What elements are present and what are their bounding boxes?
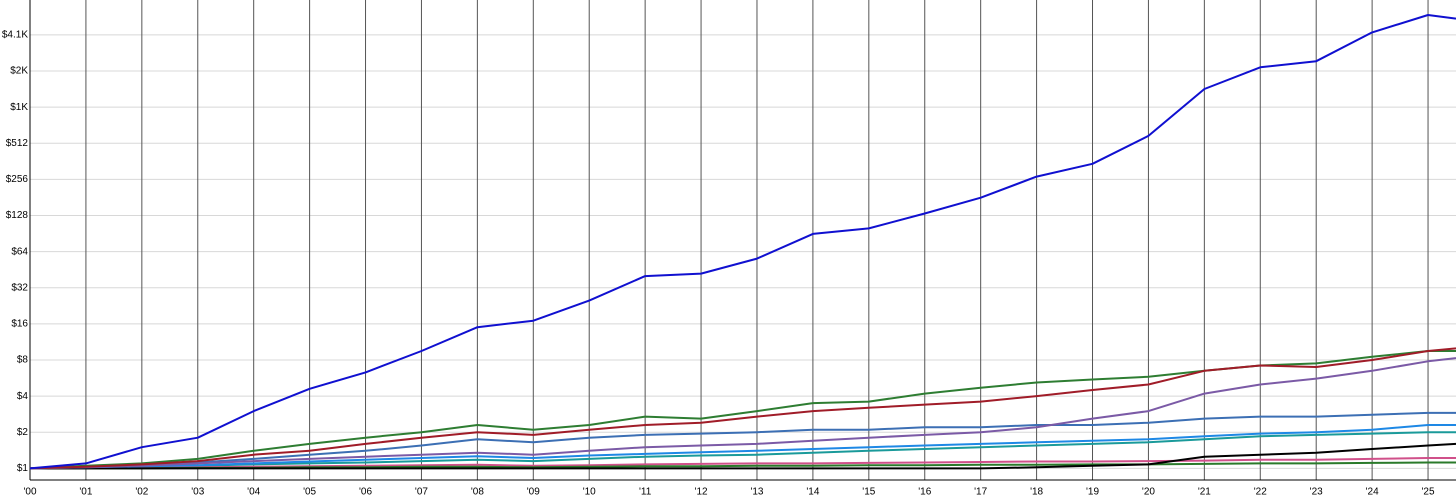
x-tick-label: '19 bbox=[1086, 487, 1099, 498]
x-tick-label: '24 bbox=[1366, 487, 1379, 498]
x-tick-label: '18 bbox=[1030, 487, 1043, 498]
y-tick-label: $64 bbox=[11, 246, 28, 257]
series-line bbox=[29, 347, 1456, 470]
series-line bbox=[30, 457, 1456, 470]
series-line bbox=[29, 424, 1456, 470]
y-tick-label: $4 bbox=[17, 391, 29, 402]
series-line bbox=[29, 411, 1456, 470]
x-tick-label: '15 bbox=[862, 487, 875, 498]
x-tick-label: '21 bbox=[1198, 487, 1211, 498]
y-tick-label: $32 bbox=[11, 282, 28, 293]
y-tick-label: $128 bbox=[6, 210, 29, 221]
y-tick-label: $8 bbox=[17, 355, 29, 366]
y-tick-label: $1 bbox=[17, 463, 29, 474]
x-tick-label: '04 bbox=[247, 487, 260, 498]
x-tick-label: '05 bbox=[303, 487, 316, 498]
y-tick-label: $2 bbox=[17, 427, 29, 438]
x-tick-label: '20 bbox=[1142, 487, 1155, 498]
y-tick-label: $4.1K bbox=[2, 30, 28, 41]
series-line bbox=[29, 431, 1456, 470]
x-tick-label: '23 bbox=[1310, 487, 1323, 498]
x-tick-label: '17 bbox=[974, 487, 987, 498]
x-tick-label: '13 bbox=[750, 487, 763, 498]
y-tick-label: $1K bbox=[10, 102, 28, 113]
x-tick-label: '22 bbox=[1254, 487, 1267, 498]
series-line bbox=[29, 357, 1456, 470]
x-tick-label: '11 bbox=[639, 487, 652, 498]
x-tick-label: '09 bbox=[527, 487, 540, 498]
x-tick-label: '10 bbox=[583, 487, 596, 498]
y-tick-label: $2K bbox=[10, 66, 28, 77]
x-tick-label: '08 bbox=[471, 487, 484, 498]
x-tick-label: '06 bbox=[359, 487, 372, 498]
series-line bbox=[29, 14, 1456, 470]
x-tick-label: '03 bbox=[191, 487, 204, 498]
x-tick-label: '12 bbox=[695, 487, 708, 498]
x-tick-label: '01 bbox=[79, 487, 92, 498]
x-tick-label: '02 bbox=[135, 487, 148, 498]
x-tick-label: '00 bbox=[23, 487, 36, 498]
y-tick-label: $16 bbox=[11, 319, 28, 330]
y-tick-label: $256 bbox=[6, 174, 29, 185]
y-tick-label: $512 bbox=[6, 138, 29, 149]
x-tick-label: '25 bbox=[1422, 487, 1435, 498]
series-line bbox=[30, 442, 1456, 470]
x-tick-label: '16 bbox=[918, 487, 931, 498]
x-tick-label: '14 bbox=[806, 487, 819, 498]
x-tick-label: '07 bbox=[415, 487, 428, 498]
